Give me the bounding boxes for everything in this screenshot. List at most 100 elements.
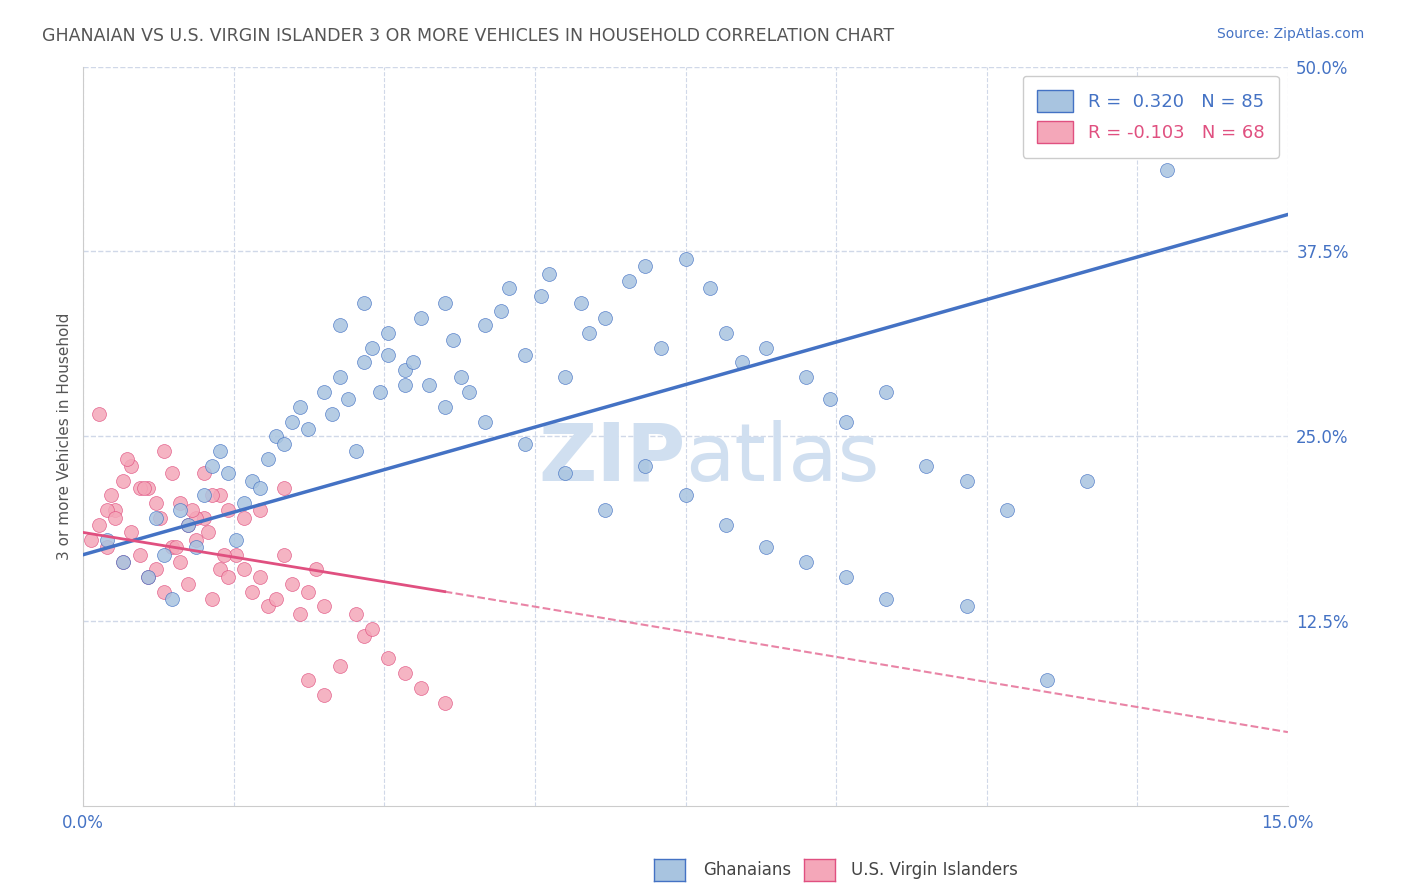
Point: [80, 533, 103, 547]
Point: [634, 458, 657, 473]
Point: [264, 592, 287, 607]
Point: [353, 296, 375, 310]
Point: [305, 562, 328, 576]
Point: [165, 541, 187, 555]
Point: [337, 392, 360, 407]
Point: [232, 562, 254, 576]
Point: [217, 503, 239, 517]
Point: [128, 481, 150, 495]
Point: [513, 436, 536, 450]
Point: [361, 341, 384, 355]
Point: [394, 377, 416, 392]
Point: [634, 259, 657, 273]
Point: [96, 533, 118, 547]
Point: [314, 599, 336, 614]
Point: [314, 384, 336, 399]
Point: [145, 496, 167, 510]
Point: [818, 392, 841, 407]
Point: [329, 318, 352, 333]
Point: [474, 318, 496, 333]
Point: [240, 584, 263, 599]
Text: ZIP: ZIP: [538, 419, 686, 498]
Point: [112, 555, 135, 569]
Point: [136, 570, 159, 584]
Point: [569, 296, 592, 310]
Point: [132, 481, 155, 495]
Point: [184, 533, 207, 547]
Point: [714, 326, 737, 340]
Point: [208, 444, 231, 458]
Point: [148, 510, 170, 524]
Point: [193, 488, 215, 502]
Point: [249, 570, 271, 584]
Point: [112, 555, 135, 569]
Point: [915, 458, 938, 473]
Point: [794, 555, 817, 569]
Point: [112, 474, 135, 488]
Point: [297, 673, 319, 688]
Point: [152, 548, 174, 562]
Point: [160, 541, 183, 555]
Point: [554, 467, 576, 481]
Point: [875, 384, 897, 399]
Point: [554, 370, 576, 384]
Point: [136, 570, 159, 584]
Point: [176, 518, 198, 533]
Text: GHANAIAN VS U.S. VIRGIN ISLANDER 3 OR MORE VEHICLES IN HOUSEHOLD CORRELATION CHA: GHANAIAN VS U.S. VIRGIN ISLANDER 3 OR MO…: [42, 27, 894, 45]
Point: [538, 267, 561, 281]
Point: [169, 503, 191, 517]
Point: [457, 384, 479, 399]
Point: [232, 510, 254, 524]
Point: [401, 355, 423, 369]
Point: [184, 510, 207, 524]
Point: [257, 599, 280, 614]
Point: [160, 592, 183, 607]
Point: [281, 577, 304, 591]
Point: [675, 252, 697, 266]
Point: [89, 407, 111, 421]
Point: [835, 570, 858, 584]
Point: [1076, 474, 1098, 488]
Point: [344, 607, 367, 621]
Point: [104, 503, 127, 517]
Text: Ghanaians: Ghanaians: [703, 861, 792, 879]
Point: [249, 503, 271, 517]
Point: [281, 415, 304, 429]
Point: [152, 444, 174, 458]
Point: [169, 496, 191, 510]
Point: [956, 599, 979, 614]
Point: [273, 436, 295, 450]
Point: [145, 510, 167, 524]
Point: [100, 488, 122, 502]
Point: [755, 541, 778, 555]
Point: [329, 658, 352, 673]
Point: [409, 311, 432, 326]
Point: [169, 555, 191, 569]
Point: [418, 377, 440, 392]
Point: [201, 458, 224, 473]
Point: [377, 326, 399, 340]
Point: [232, 496, 254, 510]
Point: [249, 481, 271, 495]
Point: [96, 503, 118, 517]
Point: [193, 510, 215, 524]
Point: [513, 348, 536, 362]
Point: [956, 474, 979, 488]
Point: [835, 415, 858, 429]
Point: [176, 518, 198, 533]
Point: [297, 422, 319, 436]
Point: [212, 548, 235, 562]
Point: [409, 681, 432, 695]
Point: [1156, 163, 1178, 178]
Point: [441, 333, 464, 347]
Point: [89, 518, 111, 533]
Point: [578, 326, 600, 340]
Point: [117, 451, 139, 466]
Point: [288, 607, 311, 621]
Point: [273, 481, 295, 495]
Point: [136, 481, 159, 495]
Point: [225, 548, 247, 562]
Point: [450, 370, 472, 384]
Point: [217, 570, 239, 584]
Point: [794, 370, 817, 384]
